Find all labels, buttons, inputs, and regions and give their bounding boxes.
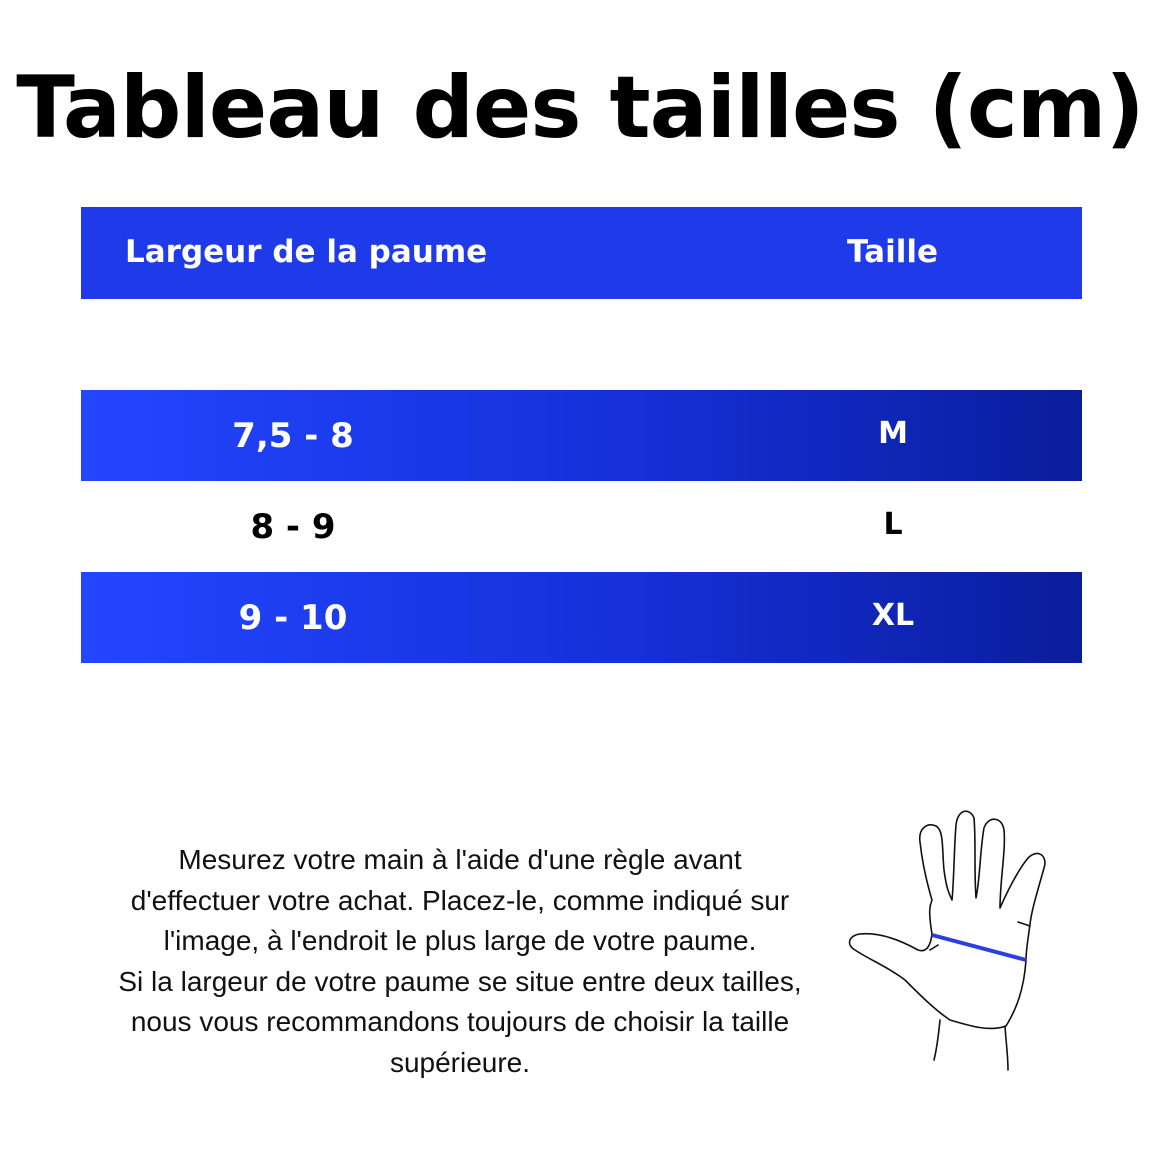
page-title: Tableau des tailles (cm) (16, 58, 1144, 158)
table-row: 9 - 10 XL (81, 572, 1082, 663)
header-palm-width: Largeur de la paume (125, 234, 488, 270)
note-line: l'image, à l'endroit le plus large de vo… (163, 925, 757, 956)
palm-width-measure-line (931, 933, 1027, 962)
size-cell: XL (871, 598, 915, 633)
palm-width-cell: 9 - 10 (238, 598, 348, 638)
note-line: Si la largeur de votre paume se situe en… (118, 965, 802, 997)
header-size: Taille (847, 234, 938, 270)
measurement-instructions: Mesurez votre main à l'aide d'une règle … (40, 840, 880, 1083)
palm-width-cell: 7,5 - 8 (232, 416, 354, 456)
hand-outline-icon (848, 810, 1046, 1071)
size-cell: M (878, 416, 908, 451)
hand-measurement-illustration (848, 810, 1046, 1071)
table-row: 8 - 9 L (81, 481, 1082, 572)
table-header: Largeur de la paume Taille (81, 207, 1082, 299)
note-line: Mesurez votre main à l'aide d'une règle … (178, 844, 742, 875)
size-cell: L (883, 507, 903, 542)
note-line: supérieure. (389, 1046, 531, 1078)
note-line: nous vous recommandons toujours de chois… (130, 1006, 790, 1037)
table-row: 7,5 - 8 M (81, 390, 1082, 481)
note-line: d'effectuer votre achat. Placez-le, comm… (130, 884, 790, 916)
palm-width-cell: 8 - 9 (250, 507, 336, 547)
